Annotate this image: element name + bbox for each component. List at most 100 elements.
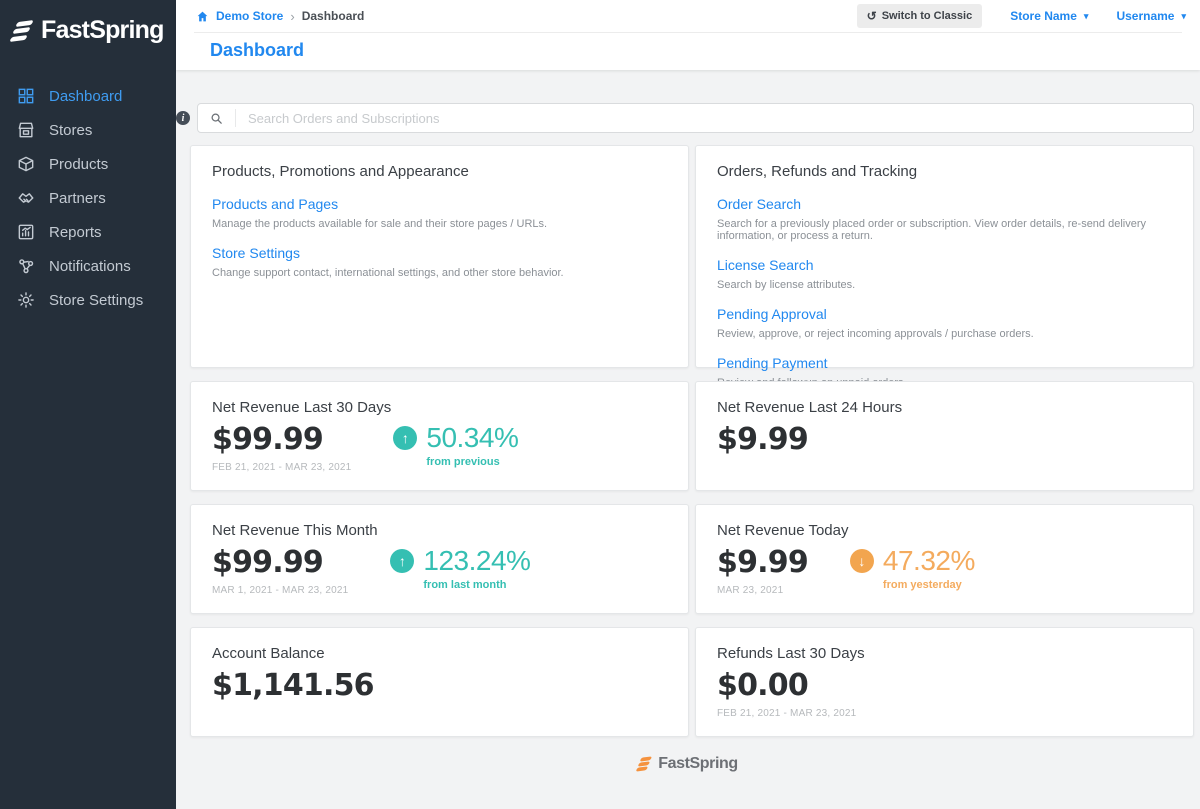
footer: FastSpring	[176, 755, 1200, 773]
license-search-link[interactable]: License Search	[717, 257, 814, 273]
home-icon[interactable]	[196, 10, 209, 23]
username-dropdown[interactable]: Username ▾	[1116, 9, 1186, 23]
delta-percent: 123.24%	[423, 545, 531, 576]
sidebar-item-reports[interactable]: Reports	[0, 215, 176, 249]
list-item: Store Settings Change support contact, i…	[212, 245, 667, 279]
sidebar-item-label: Notifications	[49, 257, 131, 275]
sidebar-item-partners[interactable]: Partners	[0, 181, 176, 215]
sidebar: FastSpring Dashboard Stores Products Par…	[0, 0, 176, 809]
metric-value-block: $9.99 MAR 23, 2021	[717, 545, 809, 596]
delta-percent: 50.34%	[426, 422, 519, 453]
breadcrumb: Demo Store › Dashboard	[196, 9, 364, 24]
card-title: Orders, Refunds and Tracking	[717, 163, 918, 180]
fastspring-footer-logo-icon	[635, 756, 653, 772]
sidebar-item-label: Store Settings	[49, 291, 144, 309]
metric-value-block: $0.00 FEB 21, 2021 - MAR 23, 2021	[717, 669, 856, 719]
breadcrumb-row: Demo Store › Dashboard ↺ Switch to Class…	[176, 0, 1200, 32]
metric-title: Net Revenue Last 30 Days	[212, 399, 392, 416]
metric-title: Net Revenue This Month	[212, 522, 378, 539]
switch-classic-icon: ↺	[866, 9, 877, 23]
switch-to-classic-button[interactable]: ↺ Switch to Classic	[856, 4, 983, 28]
search-input[interactable]	[236, 110, 1193, 126]
fastspring-logo[interactable]: FastSpring	[0, 0, 176, 65]
link-list: Order Search Search for a previously pla…	[717, 196, 1172, 389]
link-description: Manage the products available for sale a…	[212, 218, 548, 230]
metric-value-block: $1,141.56	[212, 668, 375, 703]
arrow-up-circle-icon: ↑	[393, 426, 418, 450]
delta-label: from last month	[423, 578, 507, 591]
sidebar-item-store-settings[interactable]: Store Settings	[0, 283, 176, 317]
report-chart-icon	[18, 224, 34, 240]
metric-title: Account Balance	[212, 645, 325, 662]
products-and-pages-link[interactable]: Products and Pages	[212, 196, 339, 212]
link-description: Search for a previously placed order or …	[717, 218, 1147, 242]
share-network-icon	[19, 259, 34, 274]
breadcrumb-store-link[interactable]: Demo Store	[216, 9, 284, 23]
link-description: Change support contact, international se…	[212, 267, 564, 279]
box-icon	[18, 156, 34, 172]
sidebar-item-label: Stores	[49, 121, 93, 139]
metric-title: Refunds Last 30 Days	[717, 645, 865, 662]
chevron-down-icon: ▾	[1083, 10, 1089, 21]
metric-title: Net Revenue Last 24 Hours	[717, 399, 903, 416]
header-divider	[194, 32, 1182, 33]
metric-delta: ↓ 47.32% from yesterday	[849, 545, 975, 591]
sidebar-item-dashboard[interactable]: Dashboard	[0, 79, 176, 113]
content-area: i Products, Promotions and Appearance Pr…	[176, 70, 1200, 809]
breadcrumb-current-page: Dashboard	[301, 9, 365, 23]
delta-label: from yesterday	[882, 578, 962, 591]
card-products-promotions: Products, Promotions and Appearance Prod…	[190, 145, 689, 368]
arrow-up-circle-icon: ↑	[390, 549, 415, 573]
pending-payment-link[interactable]: Pending Payment	[717, 355, 828, 371]
metric-value: $1,141.56	[212, 668, 375, 703]
fastspring-logo-text: FastSpring	[41, 16, 164, 44]
delta-percent: 47.32%	[882, 545, 975, 576]
metric-value-block: $99.99 FEB 21, 2021 - MAR 23, 2021	[212, 423, 351, 473]
sidebar-item-notifications[interactable]: Notifications	[0, 249, 176, 283]
metric-date-range: MAR 23, 2021	[717, 585, 784, 596]
card-refunds-30-days: Refunds Last 30 Days $0.00 FEB 21, 2021 …	[695, 627, 1194, 737]
metric-date-range: FEB 21, 2021 - MAR 23, 2021	[212, 462, 352, 473]
info-icon[interactable]: i	[176, 111, 190, 125]
search-row: i	[176, 103, 1194, 133]
link-list: Products and Pages Manage the products a…	[212, 196, 667, 279]
store-name-dropdown[interactable]: Store Name ▾	[1010, 9, 1088, 23]
sidebar-item-label: Dashboard	[49, 87, 123, 105]
top-header: Demo Store › Dashboard ↺ Switch to Class…	[176, 0, 1200, 70]
search-icon	[198, 109, 236, 127]
store-settings-link[interactable]: Store Settings	[212, 245, 300, 261]
card-title: Products, Promotions and Appearance	[212, 163, 469, 180]
metric-date-range: MAR 1, 2021 - MAR 23, 2021	[212, 585, 349, 596]
order-search-link[interactable]: Order Search	[717, 196, 802, 212]
list-item: License Search Search by license attribu…	[717, 257, 1172, 291]
link-description: Search by license attributes.	[717, 279, 856, 291]
metric-value: $99.99	[212, 545, 324, 580]
card-net-revenue-24-hours: Net Revenue Last 24 Hours $9.99	[695, 381, 1194, 491]
metric-delta: ↑ 123.24% from last month	[390, 545, 531, 591]
main-area: Demo Store › Dashboard ↺ Switch to Class…	[176, 0, 1200, 809]
metric-date-range: FEB 21, 2021 - MAR 23, 2021	[717, 708, 857, 719]
gear-icon	[18, 292, 34, 308]
metric-value: $0.00	[717, 668, 809, 703]
card-net-revenue-this-month: Net Revenue This Month $99.99 MAR 1, 202…	[190, 504, 689, 614]
search-box	[197, 103, 1194, 133]
header-actions: ↺ Switch to Classic Store Name ▾ Usernam…	[856, 4, 1186, 28]
card-account-balance: Account Balance $1,141.56	[190, 627, 689, 737]
switch-to-classic-label: Switch to Classic	[881, 10, 973, 22]
delta-label: from previous	[426, 455, 500, 468]
chevron-down-icon: ▾	[1181, 10, 1186, 21]
metric-value: $9.99	[717, 545, 809, 580]
username-label: Username	[1116, 9, 1175, 23]
cards-grid: Products, Promotions and Appearance Prod…	[190, 145, 1194, 737]
breadcrumb-separator-icon: ›	[290, 8, 295, 24]
arrow-down-circle-icon: ↓	[849, 549, 874, 573]
fastspring-footer-logo-text: FastSpring	[658, 755, 738, 772]
pending-approval-link[interactable]: Pending Approval	[717, 306, 827, 322]
sidebar-item-products[interactable]: Products	[0, 147, 176, 181]
metric-delta: ↑ 50.34% from previous	[393, 422, 519, 468]
storefront-icon	[18, 122, 34, 138]
metric-title: Net Revenue Today	[717, 522, 849, 539]
metric-value-block: $99.99 MAR 1, 2021 - MAR 23, 2021	[212, 546, 348, 596]
sidebar-item-stores[interactable]: Stores	[0, 113, 176, 147]
metric-value: $99.99	[212, 422, 324, 457]
